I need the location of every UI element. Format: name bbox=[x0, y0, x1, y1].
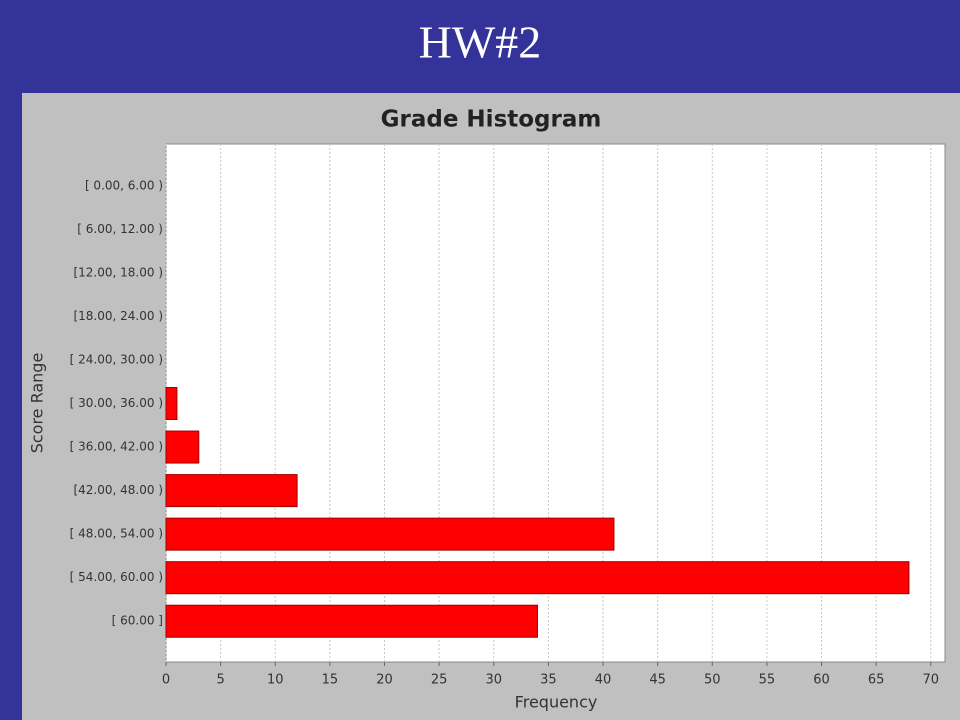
y-tick-label: [18.00, 24.00 ) bbox=[73, 309, 163, 323]
y-tick-label: [ 48.00, 54.00 ) bbox=[70, 527, 163, 541]
x-tick-label: 60 bbox=[813, 673, 830, 688]
y-tick-label: [ 54.00, 60.00 ) bbox=[70, 570, 163, 584]
bar bbox=[165, 604, 538, 638]
bar bbox=[165, 474, 298, 508]
y-tick-label: [ 36.00, 42.00 ) bbox=[70, 440, 163, 454]
x-tick-label: 40 bbox=[595, 673, 612, 688]
y-axis-label: Score Range bbox=[28, 353, 47, 454]
y-tick-label: [42.00, 48.00 ) bbox=[73, 483, 163, 497]
x-tick-label: 35 bbox=[540, 673, 557, 688]
x-tick-label: 10 bbox=[267, 673, 284, 688]
x-tick-label: 25 bbox=[431, 673, 448, 688]
y-tick-label: [ 24.00, 30.00 ) bbox=[70, 352, 163, 366]
bar bbox=[165, 561, 910, 595]
y-tick-label: [ 6.00, 12.00 ) bbox=[77, 222, 163, 236]
bar bbox=[165, 517, 615, 551]
chart-title: Grade Histogram bbox=[381, 107, 602, 133]
x-axis-label: Frequency bbox=[515, 693, 598, 712]
x-tick-label: 5 bbox=[216, 673, 224, 688]
x-tick-label: 15 bbox=[322, 673, 339, 688]
x-tick-label: 55 bbox=[759, 673, 776, 688]
x-tick-label: 0 bbox=[162, 673, 170, 688]
bar bbox=[165, 387, 178, 420]
y-tick-label: [12.00, 18.00 ) bbox=[73, 265, 163, 279]
x-tick-label: 65 bbox=[868, 673, 885, 688]
y-tick-label: [ 60.00 ] bbox=[112, 614, 163, 628]
slide-title: HW#2 bbox=[419, 17, 542, 68]
x-tick-label: 70 bbox=[923, 673, 940, 688]
y-tick-label: [ 30.00, 36.00 ) bbox=[70, 396, 163, 410]
x-tick-label: 30 bbox=[485, 673, 502, 688]
x-tick-label: 20 bbox=[376, 673, 393, 688]
x-tick-label: 50 bbox=[704, 673, 721, 688]
x-tick-label: 45 bbox=[649, 673, 666, 688]
y-tick-label: [ 0.00, 6.00 ) bbox=[85, 178, 163, 192]
bar bbox=[165, 430, 200, 464]
